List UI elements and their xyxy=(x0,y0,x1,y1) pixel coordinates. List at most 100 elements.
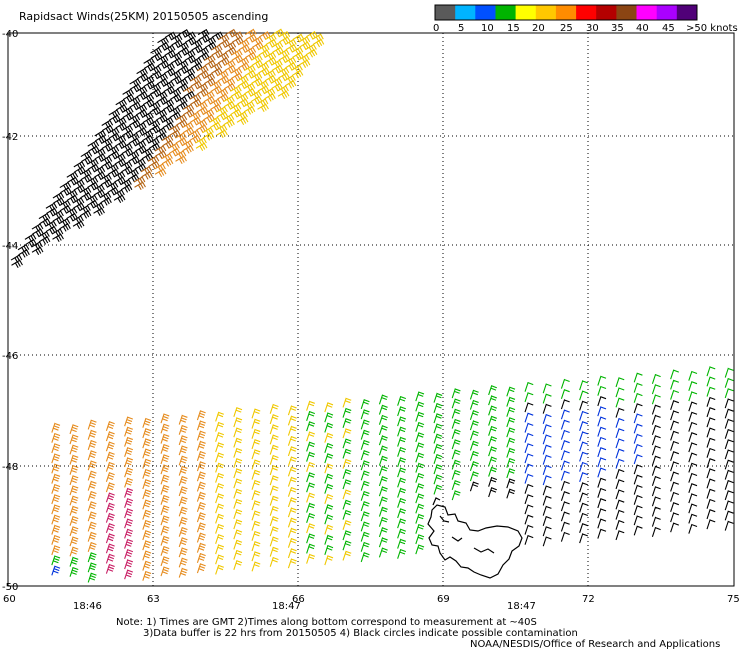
wind-barb xyxy=(93,184,105,193)
wind-barb xyxy=(244,64,256,74)
wind-barb xyxy=(579,380,589,391)
wind-barb xyxy=(32,228,44,237)
wind-barb xyxy=(597,375,607,386)
wind-barb xyxy=(651,526,661,537)
wind-barb xyxy=(342,489,352,500)
wind-barb xyxy=(706,488,716,499)
wind-barb xyxy=(670,420,680,431)
wind-barb xyxy=(524,514,534,525)
wind-barb xyxy=(177,65,190,74)
wind-barb xyxy=(124,528,134,539)
wind-barb xyxy=(124,549,134,559)
wind-barb xyxy=(87,158,99,167)
wind-barb xyxy=(196,501,206,512)
wind-barb xyxy=(506,386,516,397)
wind-barb xyxy=(169,129,181,139)
wind-barb xyxy=(306,533,316,544)
wind-barb xyxy=(142,560,152,571)
wind-barb xyxy=(155,127,167,136)
wind-barb xyxy=(342,550,352,561)
wind-barb xyxy=(670,461,680,472)
wind-barb xyxy=(80,168,92,178)
wind-barb xyxy=(100,173,112,183)
wind-barb xyxy=(59,205,72,214)
wind-barb xyxy=(178,455,188,466)
wind-barb xyxy=(217,57,230,66)
wind-barb xyxy=(469,399,479,410)
wind-barb xyxy=(560,378,570,389)
wind-barb xyxy=(269,485,279,496)
wind-barb xyxy=(87,480,97,491)
wind-barb xyxy=(397,477,407,488)
wind-barb xyxy=(306,512,316,523)
wind-barb xyxy=(222,114,235,123)
legend-swatch xyxy=(636,5,658,20)
wind-barb xyxy=(177,41,189,51)
wind-barb xyxy=(69,566,79,577)
legend-swatch xyxy=(515,5,537,20)
wind-barb xyxy=(312,33,324,43)
wind-barb xyxy=(203,72,216,82)
wind-barb xyxy=(69,515,79,526)
wind-barb xyxy=(178,414,188,425)
wind-barb xyxy=(360,419,370,430)
wind-barb xyxy=(597,477,607,488)
wind-barb xyxy=(124,569,134,580)
wind-barb xyxy=(287,507,297,518)
wind-barb xyxy=(141,171,153,180)
wind-barb xyxy=(324,402,334,413)
wind-barb xyxy=(51,228,64,237)
wind-barb xyxy=(360,541,370,552)
wind-barb xyxy=(312,38,325,48)
wind-barb xyxy=(291,64,303,74)
wind-barb xyxy=(670,451,680,461)
wind-barb xyxy=(342,540,352,551)
wind-barb xyxy=(524,432,534,443)
wind-barb xyxy=(160,443,170,454)
speed-legend-labels: 0 5 10 15 20 25 30 35 40 45 >50 knots xyxy=(433,23,738,34)
wind-barb xyxy=(156,96,169,105)
wind-barb xyxy=(45,220,57,230)
wind-barb xyxy=(506,396,516,407)
wind-barb xyxy=(542,536,552,547)
wind-barb xyxy=(670,430,680,441)
wind-barb xyxy=(94,135,107,144)
wind-barb xyxy=(124,457,134,468)
wind-barb xyxy=(196,522,206,533)
wind-barb xyxy=(31,223,44,232)
wind-barb xyxy=(142,116,155,126)
wind-barb xyxy=(524,524,534,535)
wind-barb xyxy=(688,523,698,534)
legend-swatch xyxy=(535,5,557,20)
wind-barb xyxy=(108,114,121,124)
wind-barb xyxy=(298,54,310,63)
wind-barb xyxy=(560,399,570,410)
wind-barb xyxy=(257,103,269,113)
wind-barb xyxy=(324,544,334,555)
wind-barb xyxy=(210,80,222,89)
wind-barb xyxy=(182,121,194,131)
wind-barb xyxy=(178,445,188,456)
wind-barb xyxy=(245,51,257,61)
wind-barb xyxy=(651,373,661,384)
wind-barb xyxy=(651,475,661,486)
wind-barb xyxy=(560,470,570,481)
wind-barb xyxy=(237,57,250,66)
wind-barb xyxy=(164,31,177,41)
wind-barb xyxy=(287,456,297,467)
wind-barb xyxy=(11,259,23,269)
wind-barb xyxy=(105,421,115,431)
wind-barb xyxy=(183,72,196,82)
wind-barb xyxy=(378,425,388,436)
wind-barb xyxy=(244,70,257,79)
wind-barb xyxy=(69,546,79,557)
wind-barb xyxy=(229,103,242,113)
wind-barb xyxy=(196,65,209,74)
wind-barb xyxy=(142,448,152,459)
wind-barb xyxy=(121,166,133,175)
wind-barb xyxy=(488,446,498,457)
wind-barb xyxy=(223,101,236,110)
wind-barb xyxy=(233,437,243,448)
legend-label-20: 20 xyxy=(532,23,545,34)
wind-barb xyxy=(251,408,261,419)
